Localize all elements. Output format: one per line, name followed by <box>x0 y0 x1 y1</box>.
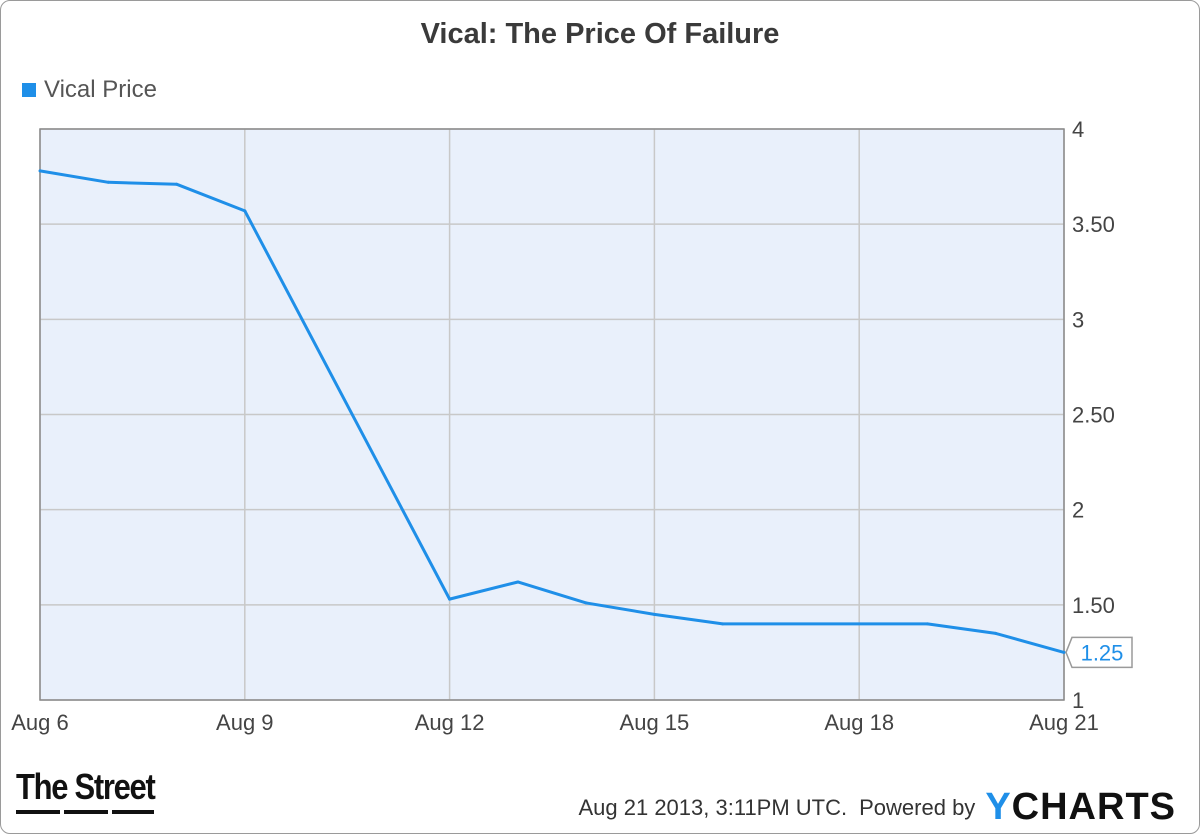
legend[interactable]: Vical Price <box>22 76 157 104</box>
footer: Aug 21 2013, 3:11PM UTC. Powered by YCHA… <box>578 786 1176 829</box>
x-tick-label: Aug 15 <box>620 710 690 735</box>
ycharts-logo[interactable]: YCHARTS <box>985 786 1176 829</box>
data-point <box>175 182 179 186</box>
data-point <box>721 622 725 626</box>
thestreet-logo: The Street <box>16 766 156 807</box>
y-tick-label: 4 <box>1072 117 1084 142</box>
x-tick-label: Aug 6 <box>11 710 69 735</box>
series-line <box>39 169 1065 654</box>
data-point <box>516 580 520 584</box>
y-tick-label: 2 <box>1072 498 1084 523</box>
data-point <box>994 631 998 635</box>
legend-label: Vical Price <box>44 76 157 103</box>
last-value-label: 1.25 <box>1081 640 1124 665</box>
thestreet-logo-underline <box>16 810 154 814</box>
data-point <box>652 612 656 616</box>
x-tick-label: Aug 12 <box>415 710 485 735</box>
plot-border <box>39 128 1065 701</box>
x-tick-label: Aug 9 <box>216 710 274 735</box>
y-tick-label: 1 <box>1072 688 1084 713</box>
data-point <box>106 180 110 184</box>
y-tick-label: 3 <box>1072 307 1084 332</box>
powered-by-text: Powered by <box>859 794 976 820</box>
data-point <box>925 622 929 626</box>
x-tick-label: Aug 21 <box>1029 710 1099 735</box>
data-point <box>1062 650 1066 654</box>
x-tick-label: Aug 18 <box>824 710 894 735</box>
ycharts-logo-text: CHARTS <box>1011 786 1176 828</box>
data-point <box>38 169 42 173</box>
y-tick-label: 1.50 <box>1072 593 1115 618</box>
timestamp: Aug 21 2013, 3:11PM UTC. <box>578 794 848 820</box>
y-tick-label: 3.50 <box>1072 212 1115 237</box>
last-value-box <box>1065 636 1133 669</box>
data-point <box>243 209 247 213</box>
chart-title: Vical: The Price Of Failure <box>420 18 780 50</box>
ycharts-logo-y: Y <box>985 786 1012 828</box>
data-point <box>448 597 452 601</box>
legend-swatch <box>22 83 36 97</box>
data-point <box>584 601 588 605</box>
y-tick-label: 2.50 <box>1072 403 1115 428</box>
